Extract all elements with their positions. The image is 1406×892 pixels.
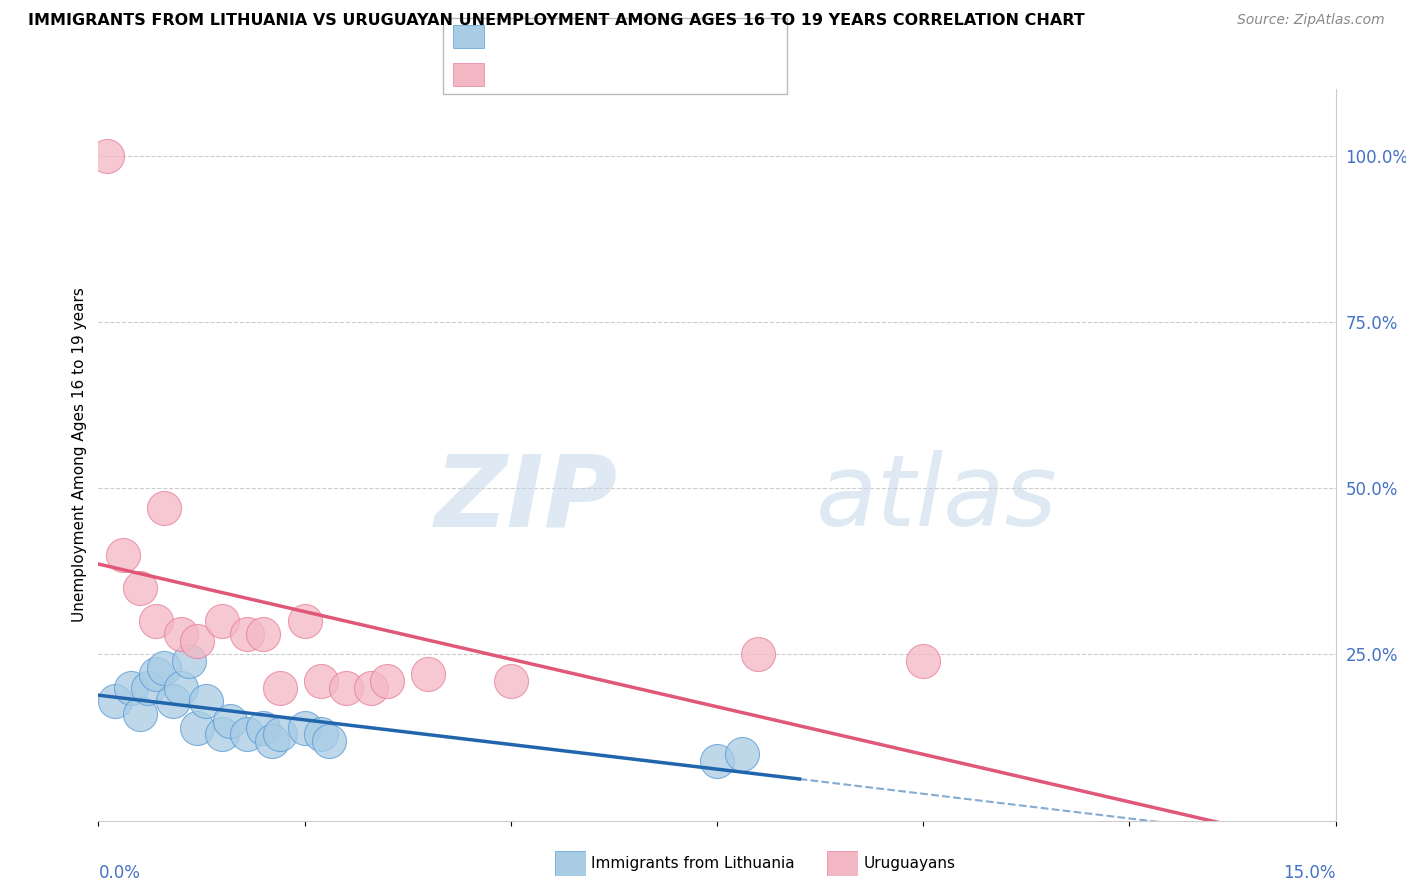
Point <box>706 754 728 768</box>
Point <box>360 681 382 695</box>
Point <box>170 681 193 695</box>
Point <box>145 667 167 681</box>
Point <box>747 648 769 662</box>
Text: atlas: atlas <box>815 450 1057 548</box>
Point <box>211 614 233 628</box>
Point <box>269 681 291 695</box>
Text: N = 22: N = 22 <box>659 28 734 46</box>
FancyBboxPatch shape <box>443 18 787 94</box>
Point <box>211 727 233 741</box>
Point <box>120 681 142 695</box>
Point <box>162 694 184 708</box>
Point <box>236 727 259 741</box>
Point <box>294 614 316 628</box>
Text: IMMIGRANTS FROM LITHUANIA VS URUGUAYAN UNEMPLOYMENT AMONG AGES 16 TO 19 YEARS CO: IMMIGRANTS FROM LITHUANIA VS URUGUAYAN U… <box>28 13 1085 29</box>
Text: Uruguayans: Uruguayans <box>863 856 955 871</box>
Point <box>260 734 283 748</box>
Point <box>219 714 242 728</box>
FancyBboxPatch shape <box>453 63 484 87</box>
Point <box>309 673 332 688</box>
Text: Immigrants from Lithuania: Immigrants from Lithuania <box>591 856 794 871</box>
Point <box>294 721 316 735</box>
Point <box>136 681 159 695</box>
Point <box>153 501 176 516</box>
Point <box>112 548 135 562</box>
Point <box>186 721 208 735</box>
Point <box>170 627 193 641</box>
Text: Source: ZipAtlas.com: Source: ZipAtlas.com <box>1237 13 1385 28</box>
Text: R =  0.322: R = 0.322 <box>495 63 591 81</box>
Point <box>104 694 127 708</box>
Point <box>186 634 208 648</box>
Point <box>499 673 522 688</box>
Point <box>179 654 201 668</box>
Text: N = 20: N = 20 <box>659 63 733 82</box>
Point <box>731 747 754 761</box>
Point <box>194 694 217 708</box>
Point <box>153 661 176 675</box>
Text: 0.0%: 0.0% <box>98 863 141 882</box>
Text: 15.0%: 15.0% <box>1284 863 1336 882</box>
Text: R = -0.317: R = -0.317 <box>495 28 592 45</box>
Point <box>145 614 167 628</box>
Point <box>252 627 274 641</box>
Point <box>912 654 935 668</box>
Point <box>418 667 440 681</box>
Text: ZIP: ZIP <box>434 450 619 548</box>
Point <box>128 707 150 722</box>
Point <box>128 581 150 595</box>
Point <box>236 627 259 641</box>
FancyBboxPatch shape <box>453 26 484 48</box>
Point <box>252 721 274 735</box>
Point <box>309 727 332 741</box>
Point <box>269 727 291 741</box>
Y-axis label: Unemployment Among Ages 16 to 19 years: Unemployment Among Ages 16 to 19 years <box>72 287 87 623</box>
Point <box>96 149 118 163</box>
Point <box>335 681 357 695</box>
Point <box>375 673 398 688</box>
Point <box>318 734 340 748</box>
